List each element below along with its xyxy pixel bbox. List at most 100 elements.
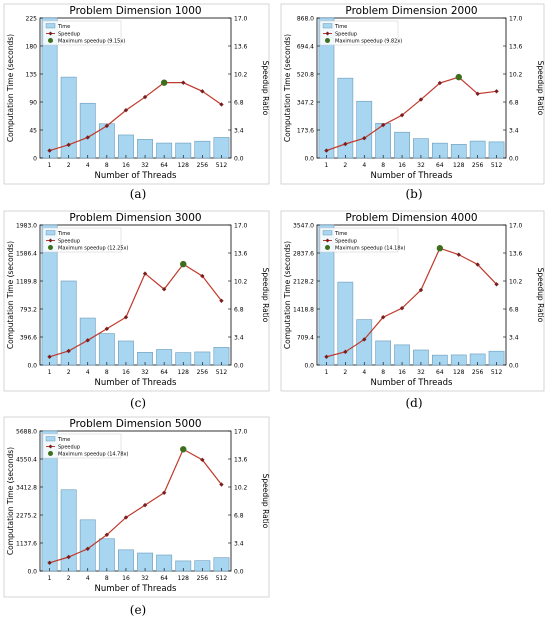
left-tick-label: 4550.4 bbox=[16, 457, 37, 464]
x-tick-label: 16 bbox=[398, 162, 406, 169]
legend-speedup-marker bbox=[325, 238, 330, 243]
x-tick-label: 256 bbox=[472, 369, 484, 376]
speedup-point bbox=[47, 560, 52, 565]
left-tick-label: 0.0 bbox=[27, 363, 37, 370]
x-tick-label: 256 bbox=[197, 162, 209, 169]
x-axis-label: Number of Threads bbox=[371, 171, 453, 181]
left-tick-label: 173.6 bbox=[297, 128, 314, 135]
x-tick-label: 8 bbox=[381, 369, 385, 376]
speedup-point bbox=[181, 80, 186, 85]
max-speedup-marker bbox=[160, 79, 168, 86]
caption-a: (a) bbox=[129, 187, 147, 201]
x-tick-label: 4 bbox=[86, 369, 90, 376]
legend-time-label: Time bbox=[57, 24, 70, 30]
x-tick-label: 128 bbox=[178, 162, 190, 169]
legend-box bbox=[42, 433, 122, 459]
legend-max-label: Maximum speedup (9.15x) bbox=[58, 39, 125, 45]
right-tick-label: 0.0 bbox=[234, 363, 244, 370]
left-tick-label: 2275.2 bbox=[16, 513, 37, 520]
legend-max-marker bbox=[325, 245, 330, 250]
x-tick-label: 4 bbox=[86, 162, 90, 169]
speedup-point bbox=[142, 271, 148, 276]
x-tick-label: 128 bbox=[178, 575, 190, 582]
left-tick-label: 5688.0 bbox=[16, 429, 37, 436]
speedup-point bbox=[494, 89, 499, 94]
speedup-point bbox=[343, 349, 348, 355]
y-axis-label-left: Computation Time (seconds) bbox=[6, 241, 15, 349]
legend-time-swatch bbox=[45, 23, 56, 29]
time-bar bbox=[394, 344, 410, 366]
y-axis-label-right: Speedup Ratio bbox=[261, 61, 270, 116]
legend-max-label: Maximum speedup (14.18x) bbox=[335, 246, 405, 252]
right-tick-label: 13.6 bbox=[234, 251, 248, 258]
left-tick-label: 2837.6 bbox=[293, 251, 314, 258]
left-tick-label: 1418.8 bbox=[293, 307, 314, 314]
left-tick-label: 0.0 bbox=[304, 363, 314, 370]
caption-d: (d) bbox=[405, 396, 423, 410]
speedup-point bbox=[343, 141, 348, 147]
x-tick-label: 512 bbox=[491, 162, 503, 169]
x-tick-label: 256 bbox=[472, 162, 484, 169]
speedup-point bbox=[123, 315, 129, 320]
left-tick-label: 3547.0 bbox=[293, 223, 314, 230]
x-tick-label: 1 bbox=[48, 575, 52, 582]
legend-speedup-label: Speedup bbox=[58, 239, 80, 245]
right-tick-label: 13.6 bbox=[509, 44, 523, 51]
speedup-point bbox=[399, 305, 405, 311]
left-tick-label: 135 bbox=[26, 72, 38, 79]
max-speedup-marker bbox=[180, 446, 187, 453]
speedup-point bbox=[47, 148, 52, 153]
legend-max-marker bbox=[48, 245, 53, 250]
speedup-point bbox=[104, 326, 110, 331]
x-tick-label: 512 bbox=[216, 162, 228, 169]
legend-max-marker bbox=[325, 38, 330, 43]
y-axis-label-left: Computation Time (seconds) bbox=[283, 34, 292, 142]
speedup-point bbox=[123, 108, 129, 113]
legend-time-label: Time bbox=[334, 231, 347, 237]
plot-area bbox=[39, 17, 232, 159]
speedup-point bbox=[104, 532, 110, 537]
x-tick-label: 64 bbox=[436, 369, 444, 376]
speedup-point bbox=[475, 91, 480, 96]
chart-a-svg: Problem Dimension 1000 0 45 90 135 180 225 0.0 3… bbox=[3, 3, 270, 185]
x-tick-label: 128 bbox=[453, 162, 465, 169]
max-speedup-marker bbox=[180, 260, 187, 268]
speedup-line bbox=[326, 247, 497, 358]
right-tick-label: 13.6 bbox=[234, 44, 248, 51]
legend-time-label: Time bbox=[57, 231, 70, 237]
plot-area bbox=[39, 430, 232, 572]
left-tick-label: 396.6 bbox=[20, 335, 37, 342]
left-tick-label: 694.4 bbox=[297, 44, 314, 51]
right-tick-label: 0.0 bbox=[509, 156, 519, 163]
x-tick-label: 128 bbox=[453, 369, 465, 376]
x-tick-label: 4 bbox=[362, 369, 366, 376]
x-tick-label: 512 bbox=[216, 369, 228, 376]
right-tick-label: 17.0 bbox=[234, 16, 248, 23]
speedup-point bbox=[324, 148, 329, 153]
speedup-point bbox=[219, 482, 224, 487]
x-tick-label: 16 bbox=[122, 162, 130, 169]
legend-speedup-marker bbox=[48, 31, 53, 36]
legend-box bbox=[42, 227, 122, 253]
x-tick-label: 512 bbox=[491, 369, 503, 376]
speedup-point bbox=[380, 122, 386, 128]
x-tick-label: 1 bbox=[325, 369, 329, 376]
legend-time-swatch bbox=[322, 23, 333, 29]
speedup-point bbox=[66, 348, 71, 354]
chart-title: Problem Dimension 3000 bbox=[69, 212, 201, 224]
speedup-point bbox=[66, 142, 71, 148]
left-tick-label: 0.0 bbox=[304, 156, 314, 163]
y-axis-label-right: Speedup Ratio bbox=[261, 474, 270, 529]
right-tick-label: 10.2 bbox=[234, 485, 248, 492]
chart-panel-b: Problem Dimension 2000 0.0 173.6 347.2 520.8… bbox=[277, 0, 550, 205]
x-tick-label: 2 bbox=[67, 162, 71, 169]
x-tick-label: 32 bbox=[141, 369, 149, 376]
speedup-point bbox=[399, 112, 405, 118]
legend-box bbox=[319, 227, 399, 253]
speedup-line bbox=[49, 448, 222, 564]
left-tick-label: 1983.0 bbox=[16, 223, 37, 230]
caption-b: (b) bbox=[405, 187, 423, 201]
speedup-point bbox=[104, 123, 110, 129]
left-tick-label: 225 bbox=[26, 16, 38, 23]
legend-max-label: Maximum speedup (14.78x) bbox=[58, 452, 128, 458]
